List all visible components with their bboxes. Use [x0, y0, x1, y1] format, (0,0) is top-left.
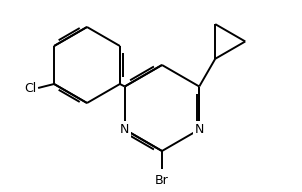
Text: N: N	[120, 123, 130, 136]
Text: Cl: Cl	[24, 81, 36, 94]
Text: Br: Br	[155, 174, 169, 187]
Text: N: N	[194, 123, 204, 136]
